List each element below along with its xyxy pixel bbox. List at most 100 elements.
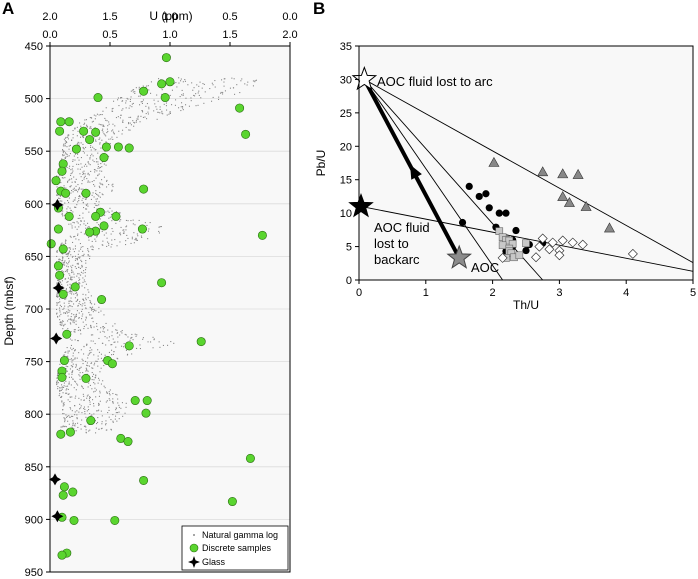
gamma-log-point: [181, 89, 183, 91]
gamma-log-point: [180, 106, 182, 108]
gamma-log-point: [95, 204, 97, 206]
gamma-log-point: [105, 232, 107, 234]
gamma-log-point: [74, 380, 76, 382]
gamma-log-point: [95, 192, 97, 194]
gamma-log-point: [93, 413, 95, 415]
gamma-log-point: [85, 269, 87, 271]
gamma-log-point: [56, 383, 58, 385]
gamma-log-point: [61, 158, 63, 160]
gamma-log-point: [161, 112, 163, 114]
gamma-log-point: [80, 246, 82, 248]
gamma-log-point: [120, 407, 122, 409]
gamma-log-point: [76, 357, 78, 359]
gamma-log-point: [79, 217, 81, 219]
gamma-log-point: [75, 313, 77, 315]
gamma-log-point: [97, 410, 99, 412]
gamma-log-point: [56, 269, 58, 271]
gamma-log-point: [77, 153, 79, 155]
gamma-log-point: [87, 365, 89, 367]
gamma-log-point: [75, 238, 77, 240]
gamma-log-point: [71, 139, 73, 141]
gamma-log-point: [68, 247, 70, 249]
gamma-log-point: [126, 97, 128, 99]
gamma-log-point: [61, 322, 63, 324]
gamma-log-point: [83, 178, 85, 180]
x-tick-label: 3: [556, 287, 562, 299]
gamma-log-point: [67, 263, 69, 265]
gamma-log-point: [62, 264, 64, 266]
gamma-log-point: [69, 153, 71, 155]
gamma-log-point: [79, 403, 81, 405]
gamma-log-point: [104, 354, 106, 356]
gamma-log-point: [94, 387, 96, 389]
gamma-log-point: [145, 105, 147, 107]
gamma-log-point: [81, 183, 83, 185]
gamma-log-point: [199, 81, 201, 83]
gamma-log-point: [60, 322, 62, 324]
gamma-log-point: [73, 155, 75, 157]
gamma-log-point: [72, 188, 74, 190]
gamma-log-point: [91, 379, 93, 381]
gamma-log-point: [56, 255, 58, 257]
gamma-log-point: [106, 392, 108, 394]
gamma-log-point: [68, 167, 70, 169]
gamma-log-point: [67, 399, 69, 401]
gamma-log-point: [86, 410, 88, 412]
gamma-log-point: [73, 387, 75, 389]
gamma-log-point: [63, 417, 65, 419]
gamma-log-point: [59, 301, 61, 303]
gamma-log-point: [82, 173, 84, 175]
gamma-log-point: [87, 161, 89, 163]
gamma-log-point: [64, 278, 66, 280]
gamma-log-point: [111, 220, 113, 222]
gamma-log-point: [136, 233, 138, 235]
gamma-log-point: [60, 396, 62, 398]
gamma-log-point: [117, 358, 119, 360]
gamma-log-point: [125, 126, 127, 128]
gamma-log-point: [81, 264, 83, 266]
gamma-log-point: [112, 420, 114, 422]
gamma-log-point: [101, 421, 103, 423]
gamma-log-point: [62, 354, 64, 356]
gamma-log-point: [60, 324, 62, 326]
gamma-log-point: [81, 419, 83, 421]
gamma-log-point: [63, 312, 65, 314]
gamma-log-point: [59, 390, 61, 392]
gamma-log-point: [73, 329, 75, 331]
gamma-log-point: [62, 403, 64, 405]
gamma-log-point: [62, 260, 64, 262]
gamma-log-point: [69, 165, 71, 167]
discrete-sample-point: [91, 127, 101, 137]
gamma-log-point: [70, 365, 72, 367]
gamma-log-point: [89, 157, 91, 159]
gamma-log-point: [99, 167, 101, 169]
gamma-log-point: [135, 238, 137, 240]
gamma-log-point: [75, 320, 77, 322]
gamma-log-point: [115, 393, 117, 395]
gamma-log-point: [123, 346, 125, 348]
gamma-log-point: [157, 111, 159, 113]
gamma-log-point: [130, 90, 132, 92]
gamma-log-point: [111, 243, 113, 245]
gamma-log-point: [90, 314, 92, 316]
gamma-log-point: [56, 302, 58, 304]
gamma-log-point: [82, 150, 84, 152]
gamma-log-point: [83, 123, 85, 125]
gamma-log-point: [66, 208, 68, 210]
gamma-log-point: [89, 302, 91, 304]
gamma-log-point: [108, 406, 110, 408]
gamma-log-point: [86, 368, 88, 370]
discrete-sample-point: [71, 144, 81, 154]
gamma-log-point: [67, 291, 69, 293]
gamma-log-point: [99, 166, 101, 168]
gamma-log-point: [108, 391, 110, 393]
gamma-log-point: [90, 307, 92, 309]
gamma-log-point: [80, 248, 82, 250]
gamma-log-point: [121, 402, 123, 404]
gamma-log-point: [93, 308, 95, 310]
gamma-log-point: [59, 197, 61, 199]
gamma-log-point: [134, 91, 136, 93]
gamma-log-point: [122, 121, 124, 123]
discrete-sample-point: [57, 550, 67, 560]
gamma-log-point: [133, 242, 135, 244]
